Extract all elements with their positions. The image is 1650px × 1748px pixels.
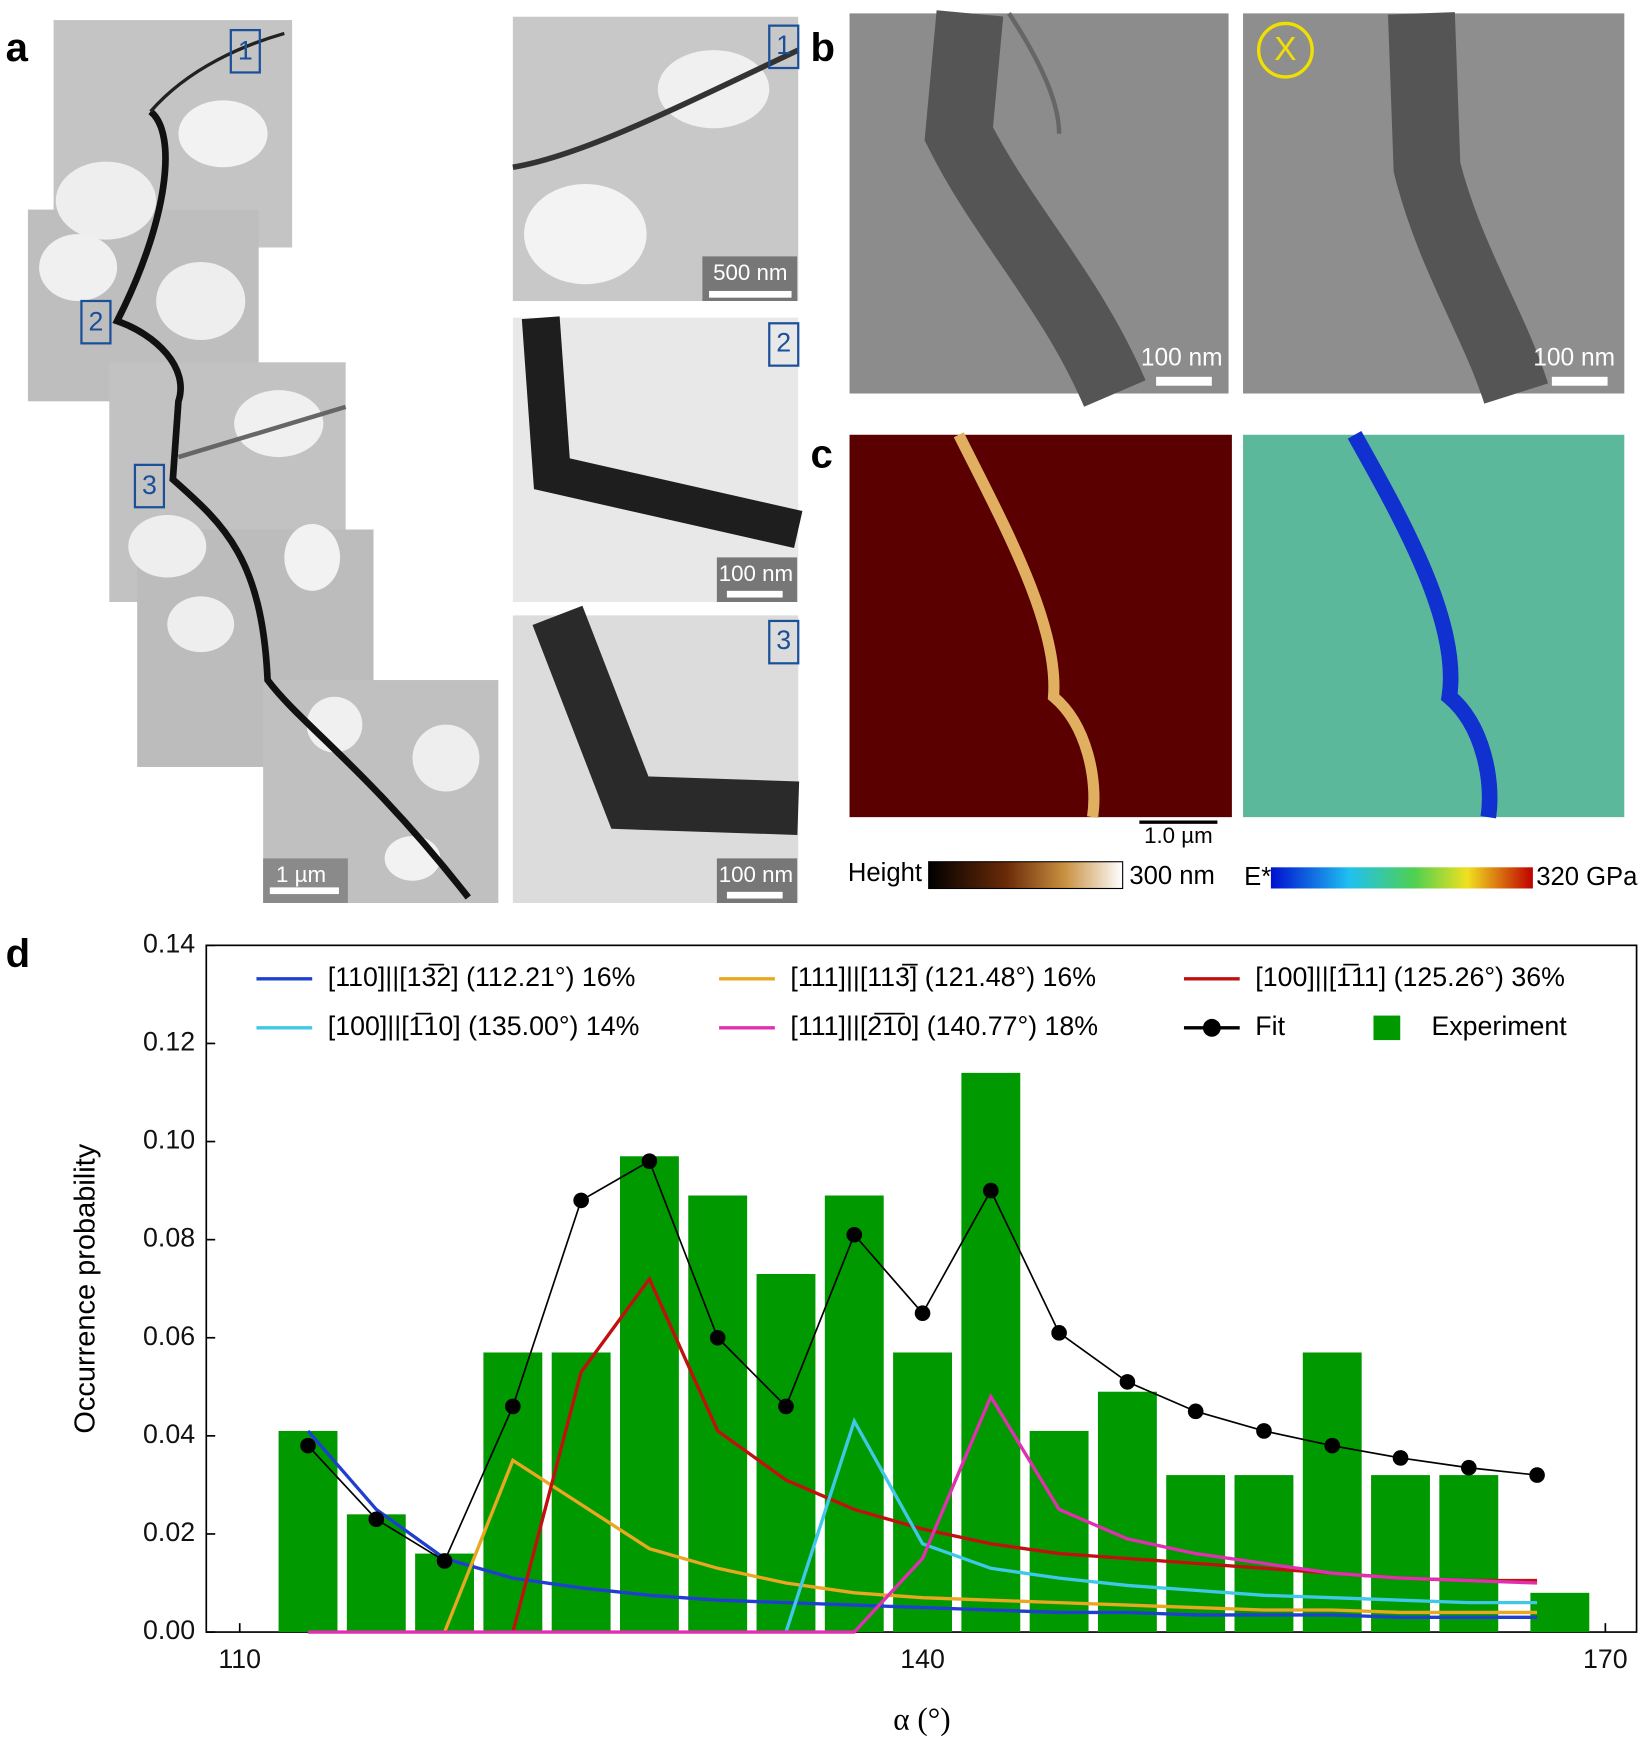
- colorbar-label: E*: [1244, 863, 1271, 891]
- panel-c-images: [849, 430, 1625, 890]
- point: [436, 1553, 453, 1569]
- point: [505, 1398, 521, 1415]
- point: [1187, 1403, 1204, 1420]
- colorbar-max: 320 GPa: [1536, 863, 1638, 891]
- panel-b-images: [849, 10, 1625, 407]
- y-tick-label: 0.12: [143, 1027, 195, 1057]
- y-tick-label: 0.08: [143, 1223, 195, 1253]
- scale-bar-label: 100 nm: [719, 561, 793, 586]
- point: [573, 1192, 589, 1209]
- bar: [1234, 1475, 1294, 1633]
- point: [778, 1398, 794, 1415]
- panel-label: d: [6, 931, 31, 976]
- legend-label: [100]||[1̅11] (125.26°) 36%: [1255, 962, 1565, 992]
- legend-label: [100]||[1̅10] (135.00°) 14%: [328, 1011, 640, 1041]
- bar: [893, 1352, 952, 1633]
- legend-label: Experiment: [1431, 1011, 1567, 1041]
- point: [983, 1182, 999, 1199]
- bar: [1371, 1475, 1430, 1633]
- point: [1460, 1459, 1477, 1476]
- colorbar-max: 300 nm: [1129, 862, 1214, 890]
- bar: [1439, 1475, 1499, 1633]
- scale-bar-label: 1.0 µm: [1144, 823, 1213, 848]
- region-marker: 3: [142, 470, 157, 500]
- point: [914, 1305, 931, 1322]
- line: [784, 1416, 1538, 1633]
- x-tick-label: 110: [218, 1644, 261, 1674]
- line: [443, 1457, 1538, 1633]
- x-axis-label: α (°): [893, 1702, 950, 1737]
- region-marker: 1: [776, 30, 791, 60]
- point: [1119, 1374, 1136, 1390]
- scale-bar-label: 500 nm: [713, 260, 787, 285]
- panel-label: a: [6, 25, 29, 70]
- scale-bar-label: 100 nm: [1141, 344, 1223, 371]
- legend-marker: [1202, 1018, 1221, 1037]
- legend-label: [111]||[113̅] (121.48°) 16%: [790, 962, 1096, 992]
- y-tick-label: 0.14: [143, 928, 195, 958]
- scale-bar-label: 1 µm: [276, 862, 326, 887]
- legend-swatch: [1373, 1015, 1401, 1041]
- panel-label: c: [811, 432, 833, 477]
- region-marker: 2: [776, 328, 791, 358]
- y-tick-label: 0.02: [143, 1517, 195, 1547]
- point: [641, 1153, 658, 1169]
- scale-bar-label: 100 nm: [1533, 344, 1615, 371]
- y-axis-label: Occurrence probability: [70, 1143, 102, 1433]
- bar: [346, 1514, 406, 1633]
- line: [306, 1429, 1538, 1620]
- panel-label: b: [811, 25, 836, 70]
- x-tick-label: 140: [900, 1644, 945, 1674]
- y-tick-label: 0.10: [143, 1125, 195, 1155]
- region-marker: 1: [238, 35, 253, 65]
- point: [1529, 1467, 1545, 1483]
- y-tick-label: 0.00: [143, 1615, 195, 1645]
- bar: [1302, 1352, 1362, 1633]
- legend-label: [111]||[2̅1̅0] (140.77°) 18%: [790, 1011, 1098, 1041]
- bar: [824, 1195, 884, 1633]
- region-marker: X: [1274, 31, 1296, 68]
- point: [709, 1329, 726, 1346]
- line: [308, 1392, 1538, 1634]
- point: [368, 1511, 385, 1528]
- bar: [688, 1195, 748, 1633]
- point: [1324, 1437, 1341, 1454]
- point: [300, 1437, 316, 1454]
- bar: [619, 1156, 679, 1633]
- panel-a-montage: [27, 20, 499, 903]
- colorbar-label: Height: [848, 859, 922, 887]
- point: [1051, 1325, 1067, 1341]
- y-tick-label: 0.06: [143, 1321, 195, 1351]
- scale-bar-label: 100 nm: [719, 862, 793, 887]
- region-marker: 2: [88, 306, 103, 336]
- panel-a-insets: [512, 16, 803, 903]
- region-marker: 3: [776, 625, 791, 655]
- legend-label: [110]||[13̅2] (112.21°) 16%: [328, 962, 636, 992]
- x-tick-label: 170: [1583, 1644, 1628, 1674]
- bar: [1029, 1430, 1089, 1633]
- point: [846, 1226, 863, 1243]
- legend-label: Fit: [1255, 1011, 1285, 1041]
- y-tick-label: 0.04: [143, 1419, 195, 1449]
- bar: [1530, 1592, 1590, 1633]
- bar: [1097, 1391, 1157, 1633]
- point: [1392, 1450, 1409, 1466]
- point: [1256, 1423, 1272, 1439]
- bar: [483, 1352, 543, 1633]
- bar: [278, 1430, 338, 1633]
